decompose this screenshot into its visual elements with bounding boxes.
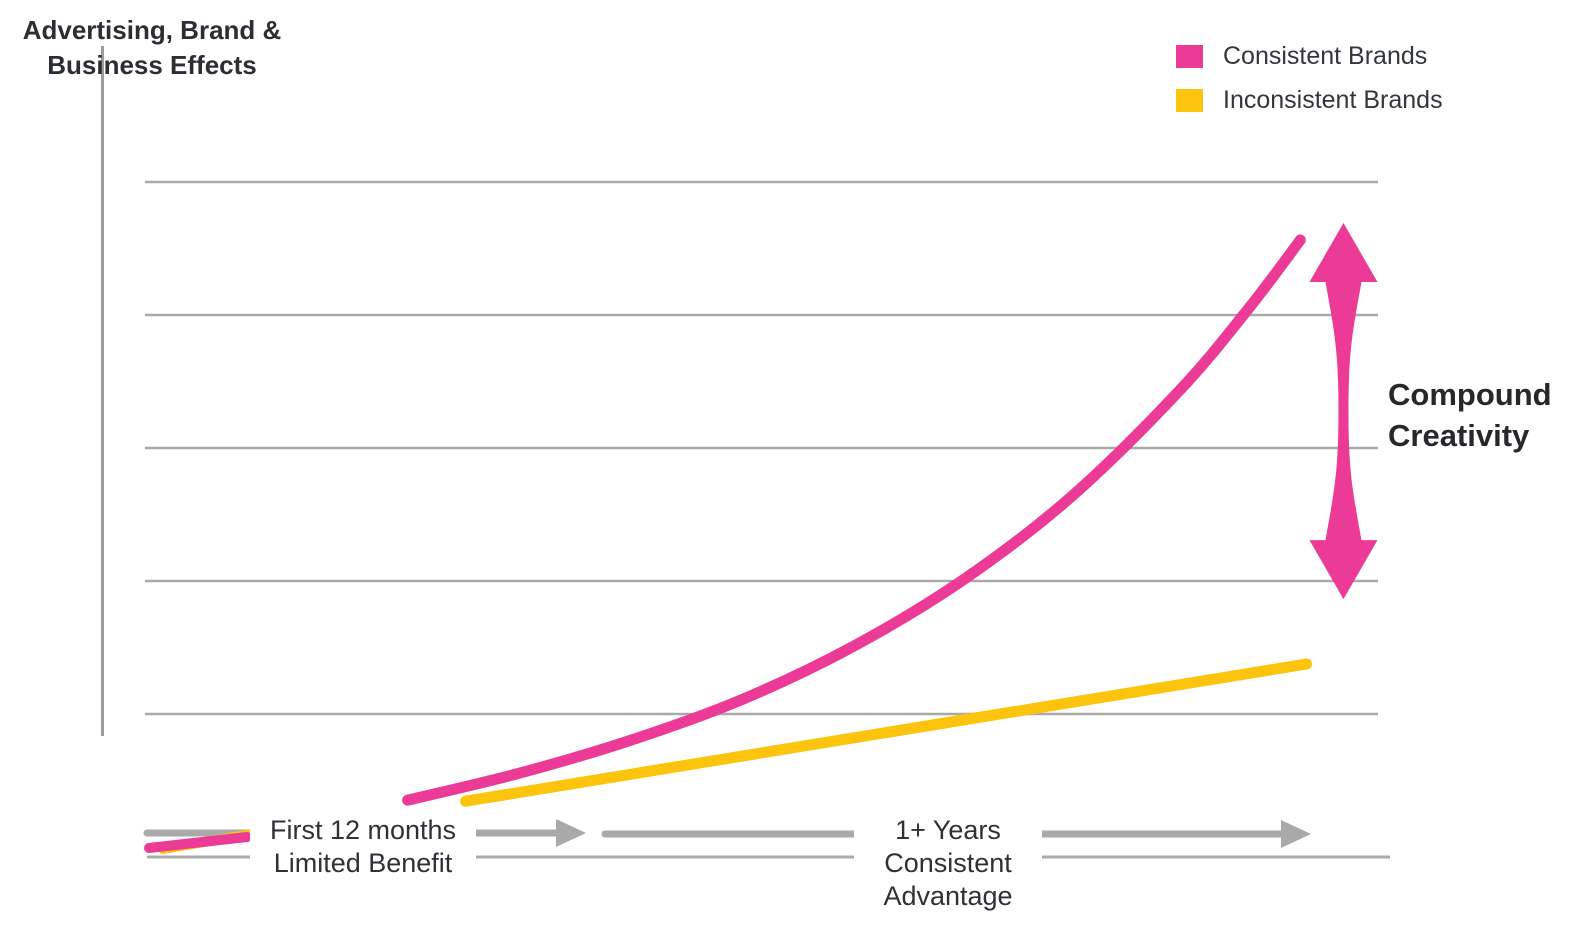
phase1-label-line1: First 12 months bbox=[269, 815, 457, 845]
y-axis-title-line1: Advertising, Brand & bbox=[22, 15, 282, 45]
consistent-brands-swatch-icon bbox=[1176, 45, 1203, 68]
phase2-label-line2: Consistent bbox=[884, 848, 1012, 878]
legend-item-inconsistent: Inconsistent Brands bbox=[1176, 86, 1443, 115]
legend-label-inconsistent: Inconsistent Brands bbox=[1223, 86, 1443, 114]
phase1-label-line2: Limited Benefit bbox=[273, 848, 453, 878]
series-layer bbox=[402, 222, 1378, 807]
timeline-label-phase1: First 12 months Limited Benefit bbox=[250, 812, 476, 882]
inconsistent-brands-curve bbox=[460, 658, 1312, 807]
timeline-arrow-phase1-head-icon bbox=[556, 819, 586, 847]
compound-creativity-annotation: Compound Creativity bbox=[1388, 374, 1552, 456]
gridline-layer bbox=[145, 180, 1378, 716]
y-axis-title-line2: Business Effects bbox=[47, 50, 257, 80]
phase2-label-line1: 1+ Years bbox=[895, 815, 1001, 845]
legend: Consistent Brands Inconsistent Brands bbox=[1176, 42, 1443, 115]
legend-label-consistent: Consistent Brands bbox=[1223, 42, 1428, 70]
legend-item-consistent: Consistent Brands bbox=[1176, 42, 1443, 71]
compound-creativity-double-arrow-icon bbox=[1309, 222, 1378, 600]
compound-creativity-line1: Compound bbox=[1388, 377, 1552, 412]
consistent-brands-curve bbox=[402, 234, 1306, 806]
phase2-label-line3: Advantage bbox=[883, 881, 1013, 911]
y-axis-title: Advertising, Brand & Business Effects bbox=[6, 13, 298, 83]
mini-trend-consistent-line bbox=[144, 832, 252, 853]
timeline-arrow-phase2-head-icon bbox=[1281, 820, 1311, 848]
inconsistent-brands-swatch-icon bbox=[1176, 89, 1203, 112]
compound-creativity-line2: Creativity bbox=[1388, 418, 1530, 453]
timeline-label-phase2: 1+ Years Consistent Advantage bbox=[854, 812, 1042, 915]
